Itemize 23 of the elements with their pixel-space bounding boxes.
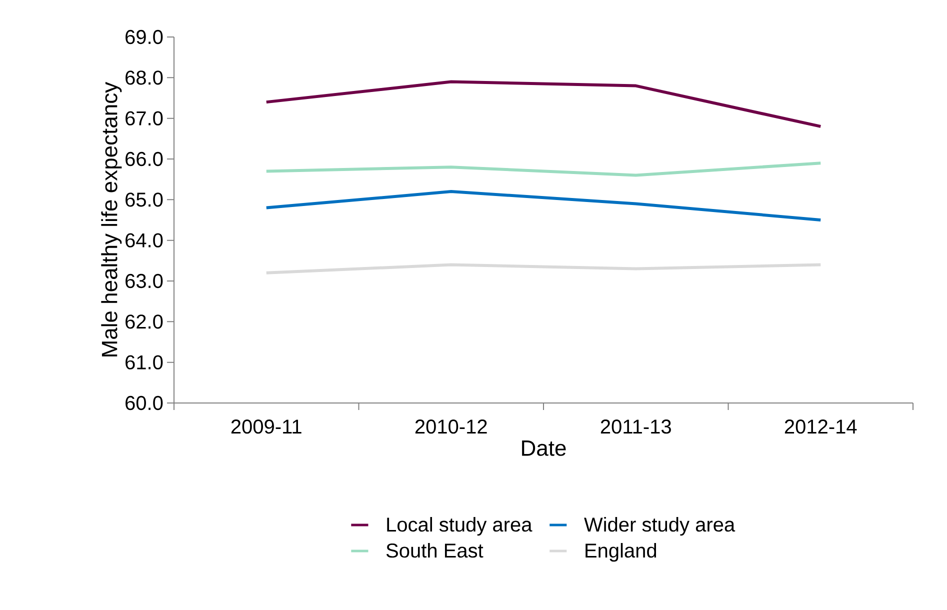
- y-axis-title: Male healthy life expectancy: [101, 82, 122, 356]
- x-tick-label: 2009-11: [231, 420, 302, 434]
- y-tick-label: 64.0: [126, 233, 163, 248]
- x-axis-title: Date: [522, 440, 566, 456]
- line-series: [264, 80, 822, 128]
- y-tick-label: 62.0: [126, 314, 163, 329]
- legend-label: Local study area: [387, 517, 532, 536]
- y-tick-label: 65.0: [126, 192, 163, 207]
- y-tick-label: 67.0: [126, 111, 163, 126]
- y-tick-label: 63.0: [126, 274, 163, 288]
- x-tick-label: 2012-14: [784, 420, 857, 434]
- line-series: [264, 190, 822, 222]
- y-tick-label: 69.0: [126, 30, 163, 44]
- legend-label: Wider study area: [584, 517, 736, 536]
- y-tick-label: 66.0: [126, 152, 163, 166]
- y-tick-label: 60.0: [126, 396, 163, 410]
- x-tick-label: 2010-12: [415, 420, 487, 434]
- y-tick-label: 61.0: [126, 355, 163, 370]
- legend-label: South East: [386, 542, 484, 558]
- legend-label: England: [586, 542, 656, 562]
- x-tick-label: 2011-13: [600, 420, 671, 434]
- line-series: [264, 162, 822, 177]
- y-tick-label: 68.0: [126, 70, 163, 85]
